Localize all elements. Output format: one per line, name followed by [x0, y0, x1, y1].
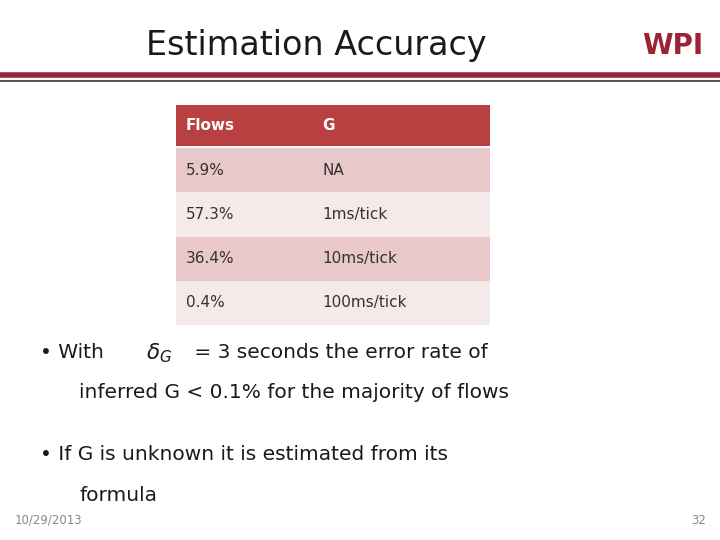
Text: 1ms/tick: 1ms/tick [323, 207, 388, 222]
FancyBboxPatch shape [313, 192, 490, 237]
FancyBboxPatch shape [313, 148, 490, 192]
Text: $\delta_G$: $\delta_G$ [146, 342, 172, 366]
Text: WPI: WPI [643, 32, 703, 60]
Text: formula: formula [79, 486, 157, 505]
Text: inferred G < 0.1% for the majority of flows: inferred G < 0.1% for the majority of fl… [79, 383, 509, 402]
Text: Flows: Flows [186, 118, 235, 133]
Text: 10/29/2013: 10/29/2013 [14, 514, 82, 526]
FancyBboxPatch shape [176, 237, 313, 281]
FancyBboxPatch shape [176, 281, 313, 325]
Text: NA: NA [323, 163, 344, 178]
FancyBboxPatch shape [313, 237, 490, 281]
Text: 5.9%: 5.9% [186, 163, 225, 178]
Text: 57.3%: 57.3% [186, 207, 234, 222]
Text: • With: • With [40, 343, 116, 362]
Text: 0.4%: 0.4% [186, 295, 225, 310]
Text: 36.4%: 36.4% [186, 251, 235, 266]
FancyBboxPatch shape [176, 105, 313, 146]
Text: • If G is unknown it is estimated from its: • If G is unknown it is estimated from i… [40, 446, 448, 464]
Text: = 3 seconds the error rate of: = 3 seconds the error rate of [188, 343, 487, 362]
FancyBboxPatch shape [176, 192, 313, 237]
Text: 100ms/tick: 100ms/tick [323, 295, 407, 310]
FancyBboxPatch shape [176, 148, 313, 192]
Text: 32: 32 [690, 514, 706, 526]
Text: G: G [323, 118, 335, 133]
FancyBboxPatch shape [313, 105, 490, 146]
Text: Estimation Accuracy: Estimation Accuracy [146, 29, 487, 63]
Text: 10ms/tick: 10ms/tick [323, 251, 397, 266]
FancyBboxPatch shape [313, 281, 490, 325]
